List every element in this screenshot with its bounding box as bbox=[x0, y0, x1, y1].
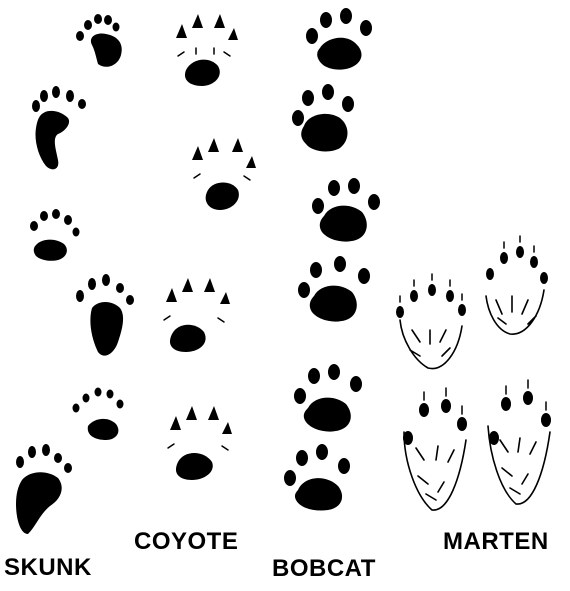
bobcat-label: BOBCAT bbox=[272, 555, 376, 582]
bobcat-track-2 bbox=[292, 84, 354, 152]
marten-track-2 bbox=[485, 235, 548, 335]
skunk-track-2 bbox=[32, 86, 86, 170]
bobcat-track-6 bbox=[284, 444, 350, 511]
skunk-tracks bbox=[16, 14, 134, 534]
bobcat-tracks bbox=[284, 8, 380, 511]
marten-track-4 bbox=[487, 379, 551, 505]
skunk-label: SKUNK bbox=[4, 554, 92, 581]
coyote-track-1 bbox=[176, 14, 238, 86]
coyote-track-2 bbox=[192, 138, 256, 210]
bobcat-track-4 bbox=[298, 256, 370, 322]
marten-tracks bbox=[396, 235, 551, 511]
marten-label: MARTEN bbox=[443, 528, 549, 555]
bobcat-track-1 bbox=[306, 8, 372, 70]
marten-track-1 bbox=[396, 273, 466, 370]
bobcat-track-5 bbox=[294, 364, 362, 432]
skunk-track-5 bbox=[72, 387, 124, 440]
coyote-track-3 bbox=[163, 278, 230, 352]
marten-track-3 bbox=[403, 387, 467, 511]
skunk-track-3 bbox=[30, 209, 80, 261]
coyote-tracks bbox=[163, 14, 256, 480]
skunk-track-1 bbox=[76, 14, 122, 67]
skunk-track-4 bbox=[76, 274, 134, 356]
coyote-track-4 bbox=[167, 406, 232, 480]
bobcat-track-3 bbox=[312, 178, 380, 242]
skunk-track-6 bbox=[16, 444, 72, 534]
coyote-label: COYOTE bbox=[134, 528, 239, 555]
